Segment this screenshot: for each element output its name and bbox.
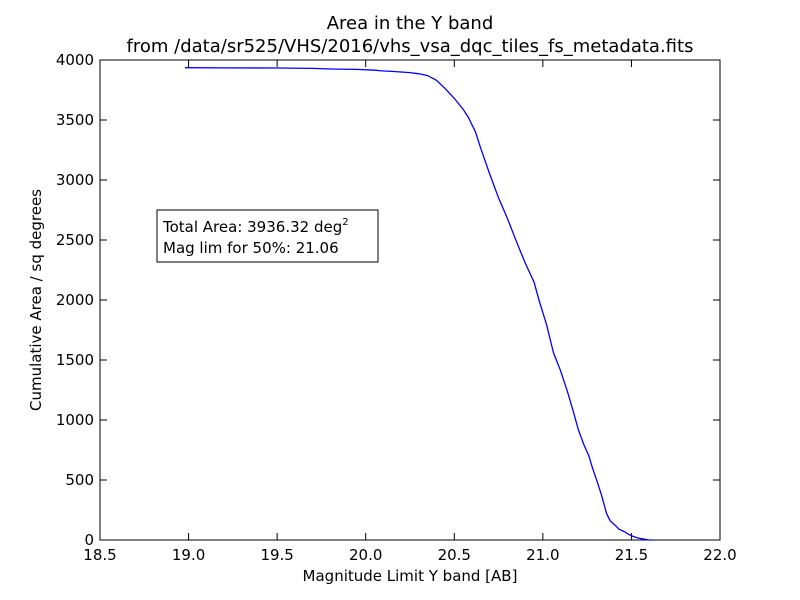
x-tick-label: 20.5 [438,546,471,564]
y-tick-label: 3000 [56,171,94,189]
chart-title: Area in the Y band [327,13,494,34]
annotation-frame [156,209,379,263]
x-tick-label: 21.5 [615,546,648,564]
y-tick-label: 1500 [56,351,94,369]
y-tick-label: 500 [65,471,94,489]
annotation-total-area-text: Total Area: 3936.32 deg [162,218,342,236]
annotation-superscript: 2 [342,217,348,228]
x-tick-label: 20.0 [349,546,382,564]
plot-area: 18.5 19.0 19.5 20.0 20.5 21.0 21.5 22.0 0 500 100… [56,51,737,564]
x-tick-label: 19.0 [172,546,205,564]
series-line [184,67,653,541]
y-axis-label: Cumulative Area / sq degrees [27,189,45,411]
x-axis-label: Magnitude Limit Y band [AB] [303,567,518,585]
x-axis-ticks: 18.5 19.0 19.5 20.0 20.5 21.0 21.5 22.0 [83,60,737,564]
x-tick-label: 21.0 [526,546,559,564]
x-tick-label: 18.5 [83,546,116,564]
annotation-box: Total Area: 3936.32 deg2 Mag lim for 50%… [156,209,379,263]
y-axis-ticks: 0 500 1000 1500 2000 2500 3000 3500 4000 [56,51,720,549]
y-tick-label: 2500 [56,231,94,249]
plot-frame [99,59,721,541]
y-tick-label: 2000 [56,291,94,309]
chart-subtitle: from /data/sr525/VHS/2016/vhs_vsa_dqc_ti… [127,36,694,57]
y-tick-label: 0 [84,531,94,549]
y-tick-label: 4000 [56,51,94,69]
y-tick-label: 3500 [56,111,94,129]
x-tick-label: 19.5 [260,546,293,564]
y-tick-label: 1000 [56,411,94,429]
annotation-total-area: Total Area: 3936.32 deg2 [162,217,349,236]
x-tick-label: 22.0 [703,546,736,564]
annotation-mag-lim: Mag lim for 50%: 21.06 [163,239,339,257]
